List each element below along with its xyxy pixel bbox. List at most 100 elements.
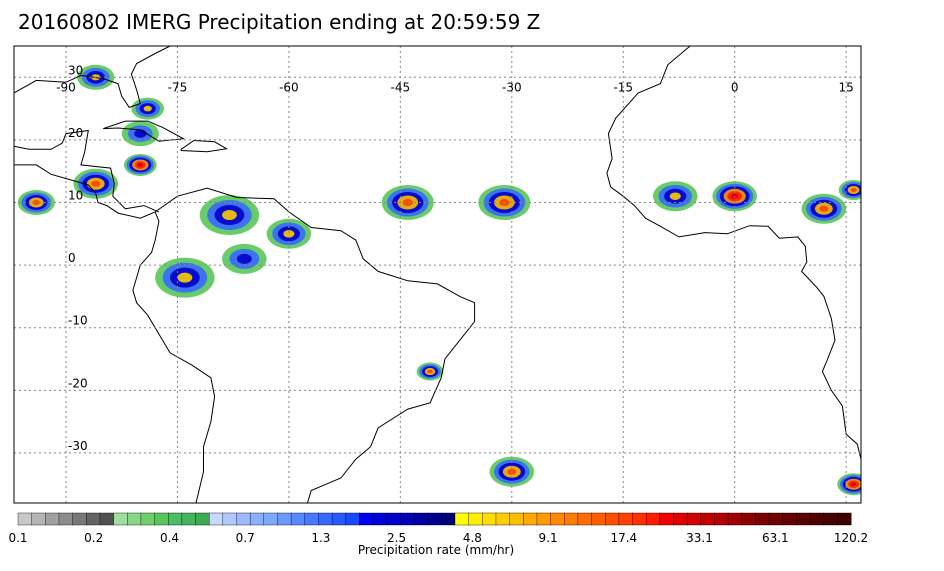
colorbar-swatch <box>222 512 237 526</box>
colorbar-tick-label: 1.3 <box>311 531 330 545</box>
colorbar-swatch <box>454 512 470 526</box>
precip-area-west-africa-coast <box>652 181 698 212</box>
precip-area-central-america <box>73 168 119 199</box>
lat-tick-label: -20 <box>68 376 88 390</box>
colorbar-swatch <box>741 512 756 526</box>
colorbar-swatch <box>632 512 647 526</box>
colorbar-swatch <box>386 512 401 526</box>
lon-tick-label: -15 <box>613 80 633 94</box>
precip-area-atlantic-itcz-west <box>381 185 434 221</box>
precip-area-colombia-venezuela <box>199 195 260 236</box>
colorbar-swatch <box>796 512 811 526</box>
colorbar-swatch <box>400 512 415 526</box>
precip-area-south-africa-east <box>837 473 861 496</box>
colorbar-swatch <box>249 512 265 526</box>
colorbar-swatch <box>127 512 142 526</box>
colorbar-swatch <box>99 512 115 526</box>
colorbar-swatch <box>645 512 661 526</box>
precip-cell <box>222 210 237 221</box>
colorbar-tick-label: 9.1 <box>539 531 558 545</box>
colorbar-tick-label: 4.8 <box>463 531 482 545</box>
lat-tick-label: 20 <box>68 126 83 140</box>
precip-cell <box>402 199 413 207</box>
colorbar-swatch <box>700 512 715 526</box>
precip-cell <box>32 200 40 206</box>
colorbar-swatch <box>509 512 524 526</box>
precip-cell <box>850 482 857 487</box>
colorbar-swatch <box>45 512 60 526</box>
colorbar-swatch <box>618 512 634 526</box>
lon-tick-label: -45 <box>391 80 411 94</box>
precip-area-hurricane-earl-caribbean <box>124 153 157 176</box>
colorbar-swatch <box>468 512 483 526</box>
colorbar-tick-label: 33.1 <box>686 531 713 545</box>
colorbar-tick-label: 63.1 <box>762 531 789 545</box>
map-background <box>14 46 861 503</box>
lat-tick-label: -10 <box>68 314 88 328</box>
lat-tick-label: 10 <box>68 189 83 203</box>
colorbar-swatch <box>277 512 292 526</box>
colorbar-swatch <box>58 512 74 526</box>
colorbar-swatch <box>17 512 33 526</box>
colorbar-swatch <box>495 512 511 526</box>
colorbar-swatch <box>605 512 620 526</box>
colorbar-swatch <box>413 512 429 526</box>
colorbar-swatch <box>318 512 333 526</box>
colorbar-swatch <box>372 512 388 526</box>
colorbar-swatch <box>345 512 360 526</box>
colorbar-swatch <box>686 512 702 526</box>
lon-tick-label: -30 <box>502 80 522 94</box>
colorbar-swatch <box>86 512 101 526</box>
lat-tick-label: -30 <box>68 439 88 453</box>
colorbar-swatch <box>564 512 579 526</box>
lon-tick-label: 0 <box>731 80 739 94</box>
colorbar-swatch <box>823 512 838 526</box>
precip-cell <box>819 205 829 212</box>
colorbar-swatch <box>523 512 538 526</box>
precip-cell <box>91 180 101 187</box>
precip-cell <box>850 187 857 192</box>
precip-cell <box>283 230 295 238</box>
colorbar-swatch <box>31 512 46 526</box>
colorbar-tick-label: 120.2 <box>834 531 868 545</box>
colorbar-tick-label: 0.2 <box>84 531 103 545</box>
lat-tick-label: 30 <box>68 63 83 77</box>
south-america-coastline <box>154 187 476 503</box>
colorbar-swatch <box>236 512 251 526</box>
grid-labels: -90 -75 -60 -45 -30 -15 0 15 30 20 10 0 -10 -20 -30 <box>56 63 854 453</box>
precip-cell <box>143 105 152 112</box>
hispaniola-coastline <box>180 139 228 153</box>
colorbar-tick-label: 0.7 <box>236 531 255 545</box>
lon-tick-label: 15 <box>838 80 853 94</box>
precip-area-central-africa <box>838 179 861 200</box>
colorbar-swatch <box>768 512 784 526</box>
map-title: 20160802 IMERG Precipitation ending at 2… <box>18 10 541 34</box>
colorbar-swatch <box>837 512 852 526</box>
gulf-coast <box>14 46 171 108</box>
colorbar-tick-label: 2.5 <box>387 531 406 545</box>
colorbar-swatch <box>181 512 197 526</box>
precip-cell <box>236 253 252 264</box>
precip-cell <box>177 272 193 283</box>
lon-tick-label: -60 <box>279 80 299 94</box>
colorbar-swatch <box>441 512 456 526</box>
precip-area-guianas <box>266 218 312 249</box>
map-frame <box>13 45 862 504</box>
precip-area-amazon-central <box>222 243 267 274</box>
colorbar-tick-label: 0.1 <box>8 531 27 545</box>
central-america-coastline <box>14 129 160 213</box>
cuba-coastline <box>103 120 186 142</box>
colorbar: 0.1 0.2 0.4 0.7 1.3 2.5 4.8 9.1 17.4 33.1 63.1 120.… <box>8 512 868 545</box>
colorbar-swatch <box>168 512 183 526</box>
colorbar-swatch <box>359 512 374 526</box>
colorbar-swatch <box>331 512 347 526</box>
colorbar-swatch <box>714 512 729 526</box>
colorbar-swatch <box>782 512 797 526</box>
colorbar-swatch <box>673 512 688 526</box>
precip-cell <box>137 163 144 167</box>
lon-tick-label: -75 <box>168 80 188 94</box>
colorbar-swatch <box>304 512 319 526</box>
central-america-pacific <box>14 164 156 219</box>
colorbar-swatch <box>536 512 552 526</box>
precip-area-cuba <box>121 121 159 147</box>
